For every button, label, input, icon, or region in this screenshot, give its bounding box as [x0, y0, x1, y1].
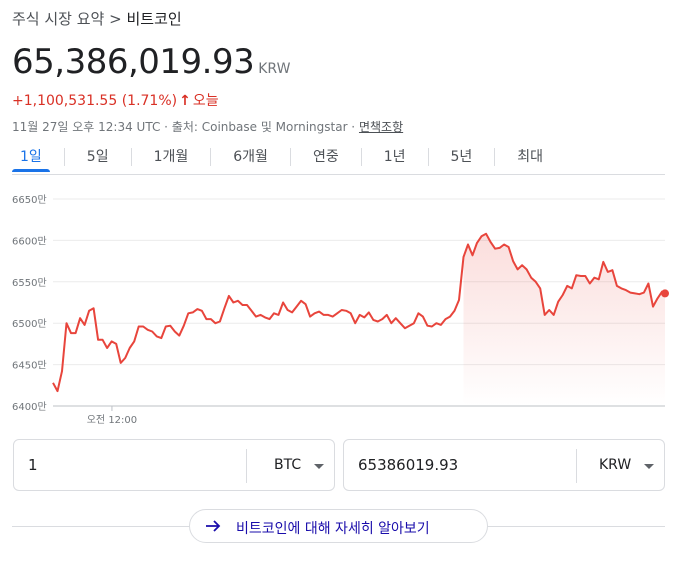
converter-separator	[246, 449, 247, 483]
tab-divider	[130, 148, 132, 166]
tab-divider	[360, 148, 362, 166]
breadcrumb: 주식 시장 요약 > 비트코인	[12, 8, 182, 29]
current-price-marker	[661, 289, 669, 298]
y-tick-label: 6550만	[12, 277, 47, 289]
current-price: 65,386,019.93	[12, 42, 255, 82]
price-row: 65,386,019.93 KRW	[12, 42, 290, 82]
tab-6m[interactable]: 6개월	[233, 149, 268, 165]
tab-1m[interactable]: 1개월	[153, 149, 189, 165]
tab-divider	[63, 148, 65, 166]
converter-from-unit-select[interactable]: BTC	[274, 457, 302, 473]
range-tabs: 1일 5일 1개월 6개월 연중 1년 5년 최대	[12, 146, 551, 174]
change-period: 오늘	[192, 93, 219, 109]
converter-to: 65386019.93 KRW	[343, 439, 665, 491]
price-change: +1,100,531.55 (1.71%) ↑ 오늘	[12, 90, 219, 110]
price-chart[interactable]: 6400만 6450만 6500만 6550만 6600만 6650만 오전 12:00오…	[0, 186, 697, 431]
learn-more-button[interactable]: 비트코인에 대해 자세히 알아보기	[189, 509, 488, 543]
breadcrumb-parent[interactable]: 주식 시장 요약	[12, 10, 105, 28]
y-tick-label: 6650만	[12, 194, 47, 206]
quote-timestamp: 11월 27일 오후 12:34 UTC	[12, 120, 161, 134]
converter-separator	[576, 449, 577, 483]
y-tick-label: 6450만	[12, 360, 47, 372]
y-tick-label: 6500만	[12, 318, 47, 330]
tab-5d[interactable]: 5일	[86, 149, 109, 165]
converter-from-input[interactable]: 1	[28, 456, 38, 474]
chevron-down-icon[interactable]	[644, 464, 654, 469]
learn-more-label: 비트코인에 대해 자세히 알아보기	[236, 521, 430, 537]
tab-max[interactable]: 최대	[517, 149, 544, 165]
converter-from: 1 BTC	[13, 439, 335, 491]
price-line	[52, 232, 666, 393]
price-area	[463, 233, 665, 406]
price-currency: KRW	[258, 61, 291, 77]
tab-divider	[427, 148, 429, 166]
disclaimer-link[interactable]: 면책조항	[358, 120, 404, 134]
tab-divider	[210, 148, 212, 166]
tab-ytd[interactable]: 연중	[312, 149, 339, 165]
arrow-right-icon	[206, 520, 221, 532]
converter-to-unit-select[interactable]: KRW	[599, 457, 632, 473]
quote-meta: 11월 27일 오후 12:34 UTC · 출처: Coinbase 및 Mo…	[12, 118, 403, 135]
x-axis: 오전 12:00오전 5:00오전 10:00	[87, 406, 137, 426]
quote-source: · 출처: Coinbase 및 Morningstar ·	[164, 120, 356, 134]
chevron-down-icon[interactable]	[314, 464, 324, 469]
change-percent: (1.71%)	[121, 93, 178, 109]
breadcrumb-current: 비트코인	[126, 10, 182, 28]
y-tick-label: 6400만	[12, 401, 47, 413]
tab-1d[interactable]: 1일	[12, 146, 50, 172]
tab-5y[interactable]: 5년	[450, 149, 473, 165]
x-tick-label: 오전 12:00	[87, 414, 137, 426]
y-tick-label: 6600만	[12, 235, 47, 247]
tab-divider	[494, 148, 496, 166]
y-axis: 6400만 6450만 6500만 6550만 6600만 6650만	[12, 194, 47, 413]
tab-1y[interactable]: 1년	[383, 149, 406, 165]
change-amount: +1,100,531.55	[12, 93, 118, 109]
converter-to-input[interactable]: 65386019.93	[358, 456, 459, 474]
arrow-up-icon: ↑	[179, 93, 191, 109]
breadcrumb-separator: >	[109, 10, 122, 28]
tabs-divider	[12, 174, 665, 175]
tab-divider	[289, 148, 291, 166]
